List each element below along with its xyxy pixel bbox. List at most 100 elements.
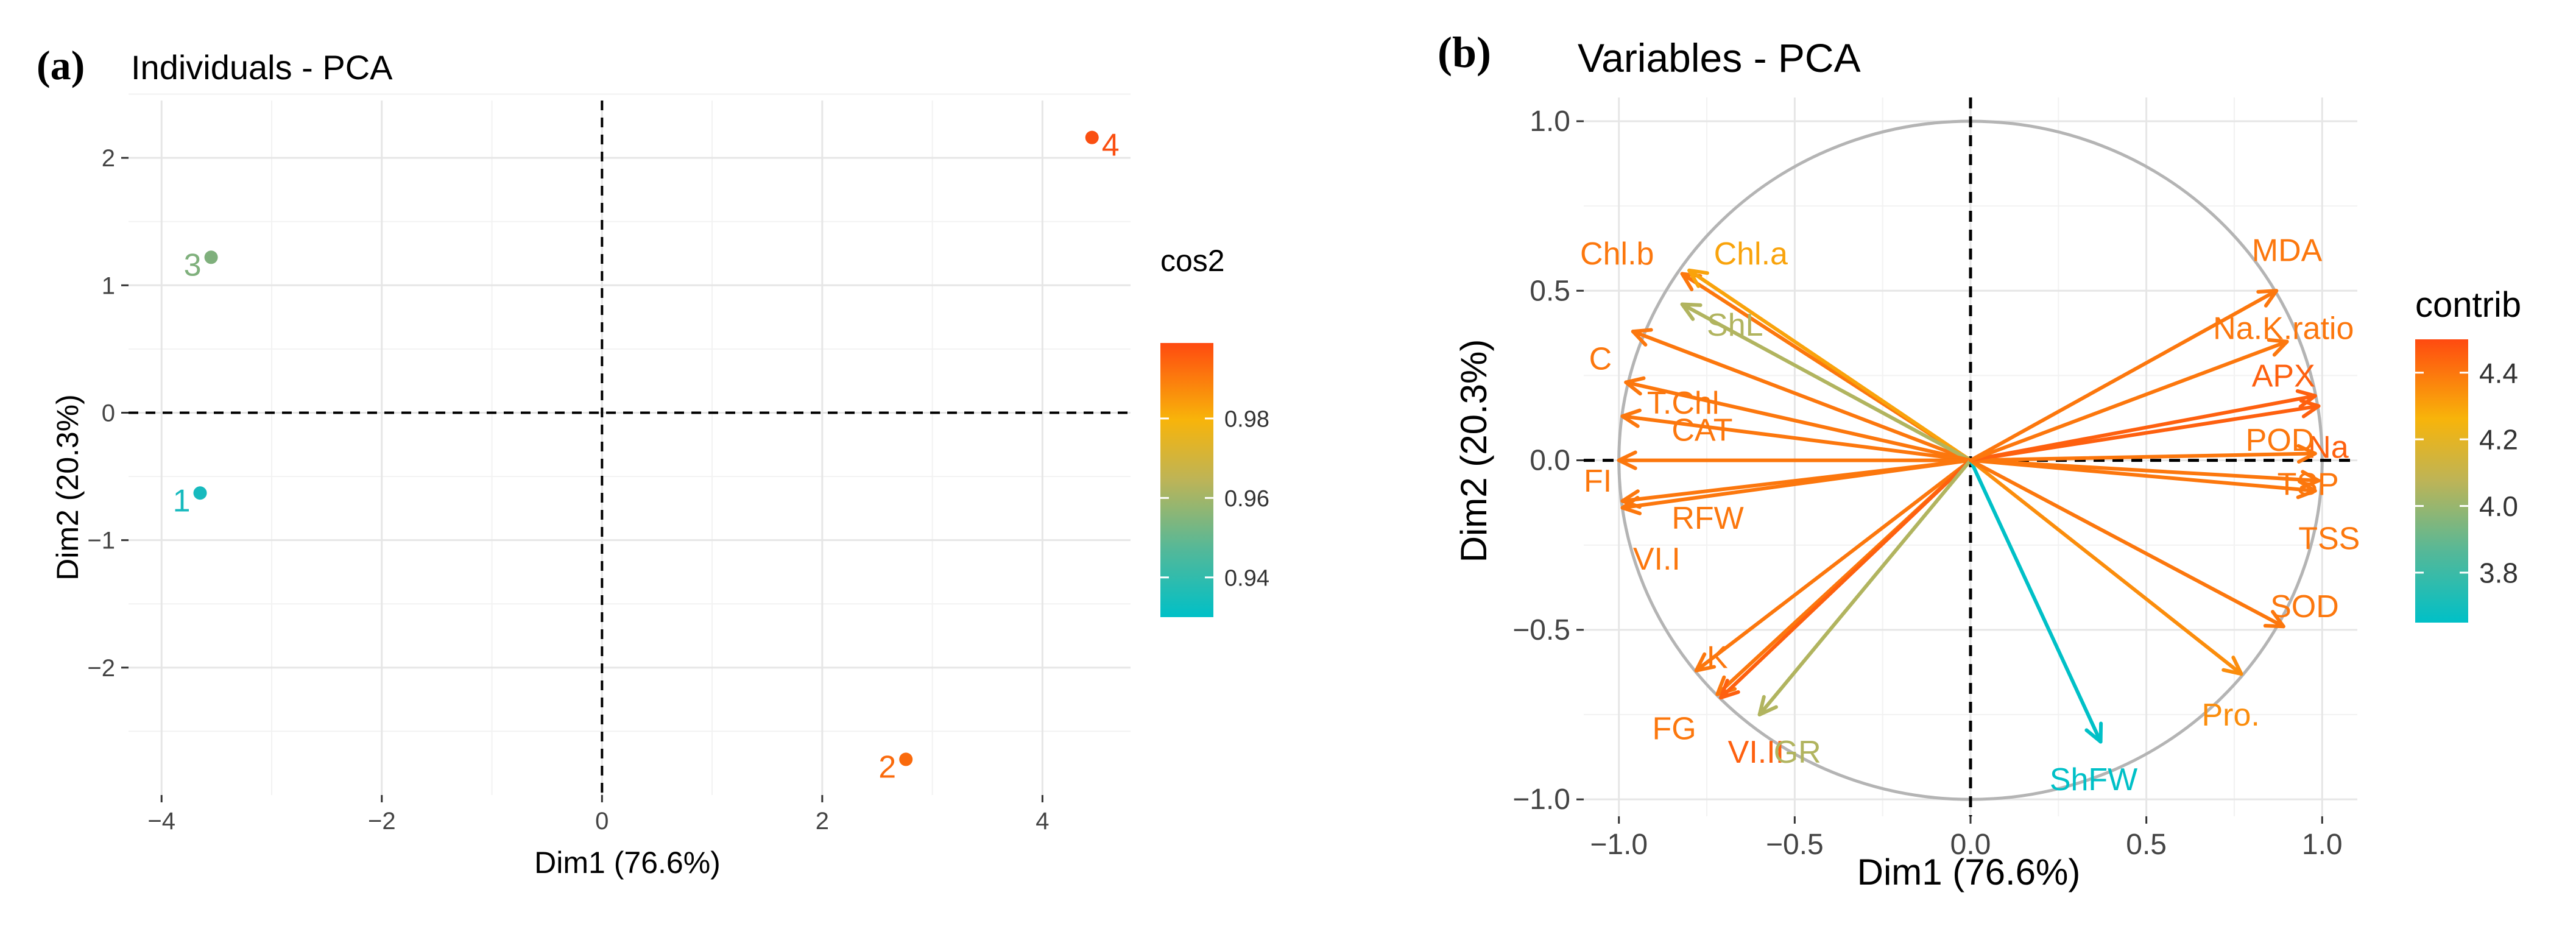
vector-label-sod: SOD xyxy=(2270,589,2339,624)
vector-cat: CAT xyxy=(1620,408,1972,462)
vector-label-chl-a: Chl.a xyxy=(1714,236,1788,272)
vector-label-gr: GR xyxy=(1774,735,1821,770)
panel-a-title: Individuals - PCA xyxy=(131,48,393,87)
vector-arrowhead-tsp xyxy=(2299,470,2321,490)
vector-label-fi: FI xyxy=(1584,464,1612,499)
point-label-2: 2 xyxy=(878,749,896,785)
vector-arrowhead-sod xyxy=(2263,610,2285,629)
vector-label-shfw: ShFW xyxy=(2050,762,2137,797)
vector-label-na-k-ratio: Na.K.ratio xyxy=(2213,311,2354,346)
panel-b-axes: −1.0 −0.5 0.0 0.5 1.0 −1.0 −0.5 0.0 0.5 1.0 xyxy=(1512,97,2357,861)
vector-label-shl: ShL xyxy=(1707,308,1763,343)
x-tick-label: 1.0 xyxy=(2302,829,2343,861)
panel-a-x-axis-label: Dim1 (76.6%) xyxy=(534,846,721,880)
point-1 xyxy=(193,486,207,500)
vector-arrowhead-k xyxy=(1694,652,1717,673)
y-tick-label: 0.5 xyxy=(1530,275,1570,307)
vector-line-gr xyxy=(1757,458,1972,717)
vector-line-shl xyxy=(1680,302,1972,462)
vector-line-sod xyxy=(1969,458,2285,629)
vector-line-pro xyxy=(1969,458,2243,676)
vector-label-rfw: RFW xyxy=(1671,501,1743,536)
vector-arrowhead-pro xyxy=(2221,656,2243,676)
vector-sod: SOD xyxy=(1969,458,2339,629)
vector-na-k-ratio: Na.K.ratio xyxy=(1969,311,2354,462)
vector-arrowhead-na-k-ratio xyxy=(2267,338,2289,357)
vector-label-pod: POD xyxy=(2246,423,2315,458)
panel-a-axes: −4 −2 0 2 4 −2 −1 0 1 2 xyxy=(87,101,1131,835)
vector-line-pod xyxy=(1969,451,2317,462)
x-tick-label: −1.0 xyxy=(1590,829,1648,861)
vector-label-tsp: TSP xyxy=(2278,467,2339,503)
vector-label-t-chl: T.Chl xyxy=(1647,386,1719,421)
y-tick-label: 2 xyxy=(102,145,115,172)
panel-b-legend-title: contrib xyxy=(2415,285,2521,325)
point-2 xyxy=(899,752,913,766)
vector-vi-ii: VI.II xyxy=(1719,458,1972,770)
vector-line-chl-a xyxy=(1687,268,1972,462)
panel-letter-b: (b) xyxy=(1438,28,1491,77)
y-tick-label: −0.5 xyxy=(1512,614,1570,646)
vector-arrowhead-cat xyxy=(1620,408,1642,428)
vector-line-t-chl xyxy=(1624,380,1972,462)
vector-line-shfw xyxy=(1969,458,2103,744)
x-tick-label: 4 xyxy=(1036,808,1049,835)
variables-pca-panel: (b) Variables - PCA −1.0 −0.5 0.0 0.5 1.0−1.… xyxy=(1438,28,2521,892)
vector-arrowhead-vi-i xyxy=(1620,495,1642,515)
vector-shfw: ShFW xyxy=(1969,458,2137,797)
vector-arrowhead-t-chl xyxy=(1624,376,1646,396)
panel-letter-a: (a) xyxy=(37,42,85,88)
panel-b-legend-ticks: 3.8 4.0 4.2 4.4 xyxy=(2415,357,2518,589)
panel-a-colorbar xyxy=(1160,343,1213,617)
legend-tick-label: 0.96 xyxy=(1224,486,1269,512)
vector-line-mda xyxy=(1969,289,2279,462)
point-label-1: 1 xyxy=(173,483,191,518)
vector-line-na-k-ratio xyxy=(1969,339,2289,462)
y-tick-label: −2 xyxy=(87,655,115,682)
vector-arrowhead-apx xyxy=(2295,389,2317,409)
vector-arrowhead-shl xyxy=(1680,302,1703,321)
point-label-4: 4 xyxy=(1102,128,1120,163)
vector-shl: ShL xyxy=(1680,302,1972,462)
vector-line-k xyxy=(1694,458,1972,673)
vector-line-vi-i xyxy=(1620,458,1972,510)
vector-arrowhead-pod xyxy=(2296,444,2317,464)
legend-tick-label: 0.94 xyxy=(1224,565,1269,591)
vector-label-k: K xyxy=(1707,640,1728,675)
y-tick-label: 1.0 xyxy=(1530,105,1570,138)
vector-label-apx: APX xyxy=(2252,358,2315,394)
vector-pro: Pro. xyxy=(1969,458,2260,733)
panel-a-legend-title: cos2 xyxy=(1160,244,1225,278)
vector-line-cat xyxy=(1620,414,1972,462)
panel-a-points: 1 2 3 4 xyxy=(173,128,1120,785)
x-tick-label: −4 xyxy=(147,808,175,835)
vector-arrowhead-c xyxy=(1631,328,1653,347)
vector-arrowhead-mda xyxy=(2256,289,2279,308)
vector-line-c xyxy=(1631,330,1972,462)
point-4 xyxy=(1085,130,1099,144)
y-tick-label: −1.0 xyxy=(1512,783,1570,816)
vector-label-na: Na xyxy=(2308,429,2349,465)
y-tick-label: −1 xyxy=(87,528,115,554)
vector-k: K xyxy=(1694,458,1972,675)
panel-b-title: Variables - PCA xyxy=(1578,35,1861,80)
x-tick-label: 2 xyxy=(816,808,829,835)
vector-t-chl: T.Chl xyxy=(1624,376,1972,462)
y-tick-label: 0 xyxy=(102,400,115,426)
vector-pod: POD xyxy=(1969,423,2317,464)
vector-fi: FI xyxy=(1584,450,1972,499)
point-3 xyxy=(204,250,218,264)
panel-a-grid xyxy=(129,93,1131,795)
vector-label-tss: TSS xyxy=(2298,521,2360,557)
panel-b-y-axis-label: Dim2 (20.3%) xyxy=(1453,339,1494,563)
x-tick-label: 0 xyxy=(595,808,609,835)
vector-label-fg: FG xyxy=(1653,711,1696,746)
y-tick-label: 1 xyxy=(102,272,115,299)
vector-line-tsp xyxy=(1969,458,2321,482)
x-tick-label: 0.5 xyxy=(2126,829,2167,861)
legend-tick-label: 4.2 xyxy=(2479,424,2518,456)
vector-label-vi-i: VI.I xyxy=(1633,542,1681,577)
vector-c: C xyxy=(1589,328,1972,462)
